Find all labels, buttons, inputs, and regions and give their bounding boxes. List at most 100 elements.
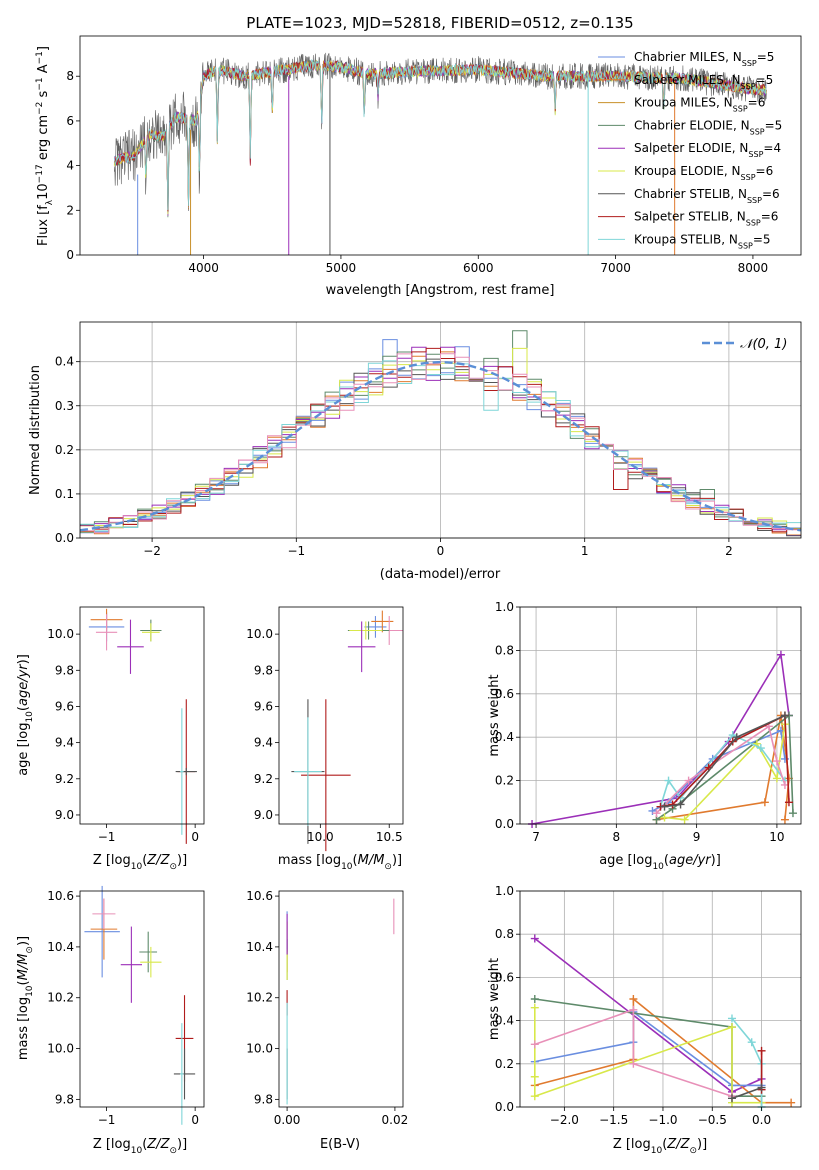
x-tick-label: −1 <box>287 544 305 558</box>
legend: Chabrier MILES, NSSP=5 Salpeter MILES, NS… <box>598 50 782 250</box>
plot-area <box>113 52 767 255</box>
x-tick-label: 0.00 <box>274 1113 301 1127</box>
x-tick-label: 8000 <box>738 261 769 275</box>
weight-marker <box>776 650 785 659</box>
y-tick-label: 1.0 <box>495 600 514 614</box>
weight-marker <box>732 733 741 742</box>
errorbar-point-4 <box>140 946 162 978</box>
weight-marker <box>684 776 693 785</box>
plot-area <box>286 898 395 1105</box>
legend-label: Chabrier STELIB, NSSP=6 <box>634 187 780 205</box>
x-tick-label: 7000 <box>600 261 631 275</box>
weight-marker <box>530 995 539 1003</box>
x-tick-label: 6000 <box>463 261 494 275</box>
errorbar-point-2 <box>92 898 116 930</box>
weight-marker <box>727 1023 736 1032</box>
x-axis-label: age [log10(age/yr)] <box>599 853 721 872</box>
y-tick-label: 9.8 <box>254 1092 273 1106</box>
errorbar-point-7 <box>175 767 197 776</box>
errorbar-point-5 <box>117 619 144 674</box>
x-tick-label: 5000 <box>326 261 357 275</box>
y-tick-label: 10.4 <box>246 940 273 954</box>
y-tick-label: 10.0 <box>47 627 74 641</box>
weight-series-6 <box>652 722 789 818</box>
legend-label: Salpeter ELODIE, NSSP=4 <box>634 141 781 159</box>
plot-area <box>79 330 802 537</box>
weight-marker <box>676 800 685 809</box>
gaussian-curve <box>79 360 802 532</box>
weight-line <box>534 1008 733 1097</box>
weight-marker <box>727 1014 736 1023</box>
y-tick-label: 0.0 <box>495 817 514 831</box>
y-tick-label: 0 <box>66 248 74 262</box>
weight-marker <box>629 995 638 1003</box>
x-tick-label: 0 <box>191 830 199 844</box>
errorbar-point-4 <box>349 621 383 640</box>
weight-series-8 <box>727 1083 766 1103</box>
axes-frame <box>79 606 205 825</box>
y-tick-label: 10.2 <box>246 991 273 1005</box>
y-tick-label: 0.0 <box>495 1100 514 1114</box>
weight-marker <box>530 934 539 943</box>
axes-frame <box>79 35 802 256</box>
weight-marker <box>780 815 789 824</box>
y-tick-label: 10.6 <box>246 889 273 903</box>
y-tick-label: 9.4 <box>55 736 74 750</box>
y-tick-label: 9.6 <box>254 699 273 713</box>
weight-marker <box>629 1005 638 1014</box>
y-tick-label: 9.0 <box>254 808 273 822</box>
y-axis-label: Normed distribution <box>28 365 43 495</box>
chart-title: PLATE=1023, MJD=52818, FIBERID=0512, z=0… <box>246 14 633 32</box>
y-tick-label: 9.2 <box>55 772 74 786</box>
x-axis-label: Z [log10(Z/Z⊙)] <box>93 1137 187 1156</box>
plot-area <box>528 650 797 828</box>
weight-marker <box>757 1083 766 1092</box>
x-tick-label: 0.02 <box>382 1113 409 1127</box>
y-tick-label: 0.2 <box>495 774 514 788</box>
y-tick-label: 10.2 <box>47 991 74 1005</box>
weight-marker <box>784 798 793 807</box>
legend: 𝒩(0, 1) <box>702 337 787 352</box>
panel-4: 7 8 9 10 0.0 0.2 0.4 0.6 0.8 1.0 <box>495 600 802 844</box>
x-tick-label: 0 <box>191 1113 199 1127</box>
y-tick-label: 9.8 <box>55 663 74 677</box>
x-axis-label: Z [log10(Z/Z⊙)] <box>93 853 187 872</box>
y-tick-label: 2 <box>66 203 74 217</box>
y-tick-label: 4 <box>66 159 74 173</box>
y-tick-label: 0.2 <box>55 443 74 457</box>
x-tick-label: 0.0 <box>752 1113 771 1127</box>
y-tick-label: 9.4 <box>254 736 273 750</box>
y-tick-label: 8 <box>66 69 74 83</box>
x-tick-label: 9 <box>693 830 701 844</box>
errorbar-point-7 <box>173 1048 196 1100</box>
plot-area <box>291 610 403 852</box>
y-tick-label: 0.1 <box>55 487 74 501</box>
x-tick-label: 4000 <box>188 261 219 275</box>
x-tick-label: 10.0 <box>307 830 334 844</box>
x-tick-label: 2 <box>725 544 733 558</box>
axes-frame <box>278 606 404 825</box>
y-tick-label: 0.8 <box>495 643 514 657</box>
errorbar-point-6 <box>301 699 351 852</box>
legend-label: Salpeter MILES, NSSP=5 <box>634 73 773 91</box>
y-tick-label: 0.0 <box>55 531 74 545</box>
spectrum-series-8 <box>113 59 767 210</box>
x-tick-label: 0 <box>437 544 445 558</box>
weight-line <box>659 734 786 807</box>
legend-label: Kroupa ELODIE, NSSP=6 <box>634 164 773 182</box>
weight-marker <box>648 806 657 815</box>
y-tick-label: 10.6 <box>47 889 74 903</box>
weight-marker <box>760 798 769 807</box>
weight-marker <box>530 1092 539 1101</box>
x-tick-label: −1.0 <box>648 1113 677 1127</box>
errorbar-point-0 <box>84 885 120 978</box>
legend-label: 𝒩(0, 1) <box>740 337 787 352</box>
y-axis-label: mass [log10(M/M⊙)] <box>16 936 35 1060</box>
errorbar-point-8 <box>180 1023 184 1125</box>
weight-series-8 <box>660 711 789 811</box>
x-tick-label: −2.0 <box>550 1113 579 1127</box>
y-tick-label: 10.0 <box>246 627 273 641</box>
weight-marker <box>772 757 781 766</box>
y-tick-label: 9.2 <box>254 772 273 786</box>
